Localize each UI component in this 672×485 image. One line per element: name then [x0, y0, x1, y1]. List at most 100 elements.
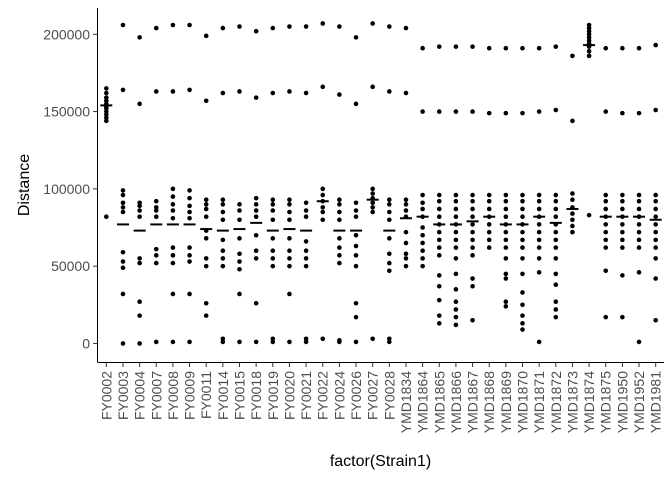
x-tick-label: FY0018: [248, 371, 264, 420]
data-point: [470, 214, 475, 219]
x-tick-label: YMD1952: [631, 371, 647, 433]
x-axis-ticks: FY0002 FY0003 FY0004 FY0007 FY0008 FY0009 FY00…: [98, 362, 664, 433]
series-YMD1834: [403, 25, 409, 269]
data-point: [636, 237, 642, 243]
x-tick-label: YMD1867: [465, 371, 481, 433]
data-point: [453, 245, 459, 250]
data-point: [270, 208, 276, 213]
data-point: [337, 197, 342, 202]
data-point: [320, 84, 326, 90]
data-point: [586, 212, 592, 218]
data-point: [586, 22, 592, 28]
x-tick-label: FY0002: [98, 371, 114, 420]
series-FY0007: [153, 25, 159, 345]
data-point: [620, 273, 625, 278]
x-tick-label: YMD1871: [531, 371, 547, 433]
data-point: [470, 317, 475, 323]
data-point: [387, 236, 392, 241]
data-point: [187, 87, 192, 93]
data-point: [137, 35, 142, 40]
data-point: [337, 92, 342, 97]
data-point: [170, 208, 176, 213]
data-point: [486, 229, 492, 235]
data-point: [486, 198, 492, 204]
data-point: [370, 84, 375, 90]
series-FY0021: [303, 24, 309, 345]
data-point: [486, 45, 492, 51]
data-point: [137, 313, 142, 318]
data-point: [653, 42, 658, 48]
data-point: [170, 291, 176, 297]
data-point: [120, 209, 126, 215]
data-point: [253, 232, 259, 238]
x-tick-label: FY0011: [198, 371, 214, 419]
data-point: [370, 200, 375, 206]
data-point: [636, 45, 642, 51]
data-point: [237, 339, 242, 345]
data-point: [503, 276, 509, 281]
data-point: [520, 229, 525, 235]
data-point: [120, 192, 126, 198]
data-point: [436, 273, 442, 278]
data-point: [353, 243, 359, 249]
data-point: [436, 206, 442, 212]
data-point: [270, 90, 276, 96]
data-point: [137, 299, 142, 305]
data-point: [337, 202, 342, 207]
data-point: [370, 205, 375, 210]
x-tick-label: YMD1870: [515, 371, 531, 433]
data-point: [436, 313, 442, 318]
data-point: [153, 339, 159, 345]
data-point: [453, 271, 459, 277]
data-point: [486, 192, 492, 198]
x-tick-label: YMD1869: [498, 371, 514, 433]
data-point: [170, 194, 176, 199]
data-point: [287, 339, 292, 345]
series-YMD1866: [453, 44, 459, 328]
data-point: [636, 245, 642, 250]
data-point: [287, 236, 292, 241]
y-tick-label: 0: [82, 335, 90, 351]
data-point: [187, 259, 192, 264]
data-point: [203, 197, 209, 202]
x-tick-label: FY0008: [165, 371, 181, 420]
data-point: [420, 109, 425, 114]
series-YMD1864: [420, 45, 425, 269]
data-point: [137, 200, 142, 206]
data-point: [536, 237, 542, 243]
data-point: [287, 24, 292, 29]
data-point: [453, 44, 459, 49]
data-point: [387, 260, 392, 266]
data-point: [653, 237, 658, 243]
x-tick-label: FY0014: [215, 371, 231, 420]
data-point: [287, 89, 292, 94]
data-point: [303, 239, 309, 244]
data-point: [636, 270, 642, 275]
data-point: [603, 222, 609, 227]
data-point: [470, 283, 475, 289]
data-point: [203, 236, 209, 241]
data-point: [220, 256, 226, 261]
data-point: [337, 260, 342, 266]
data-point: [536, 45, 542, 51]
data-point: [636, 229, 642, 235]
series-FY0019: [270, 25, 276, 345]
series-FY0008: [170, 22, 176, 345]
data-point: [486, 245, 492, 250]
data-point: [420, 240, 425, 246]
series-YMD1865: [436, 44, 442, 326]
data-point: [303, 263, 309, 269]
data-point: [320, 192, 326, 198]
data-point: [486, 237, 492, 243]
data-point: [220, 197, 226, 202]
data-point: [253, 339, 259, 345]
data-point: [220, 237, 226, 243]
x-tick-label: FY0015: [232, 371, 248, 420]
data-point: [303, 200, 309, 206]
series-YMD1950: [620, 45, 625, 320]
data-point: [237, 236, 242, 241]
data-point: [387, 202, 392, 207]
x-tick-label: FY0007: [148, 371, 164, 420]
data-point: [520, 110, 525, 116]
